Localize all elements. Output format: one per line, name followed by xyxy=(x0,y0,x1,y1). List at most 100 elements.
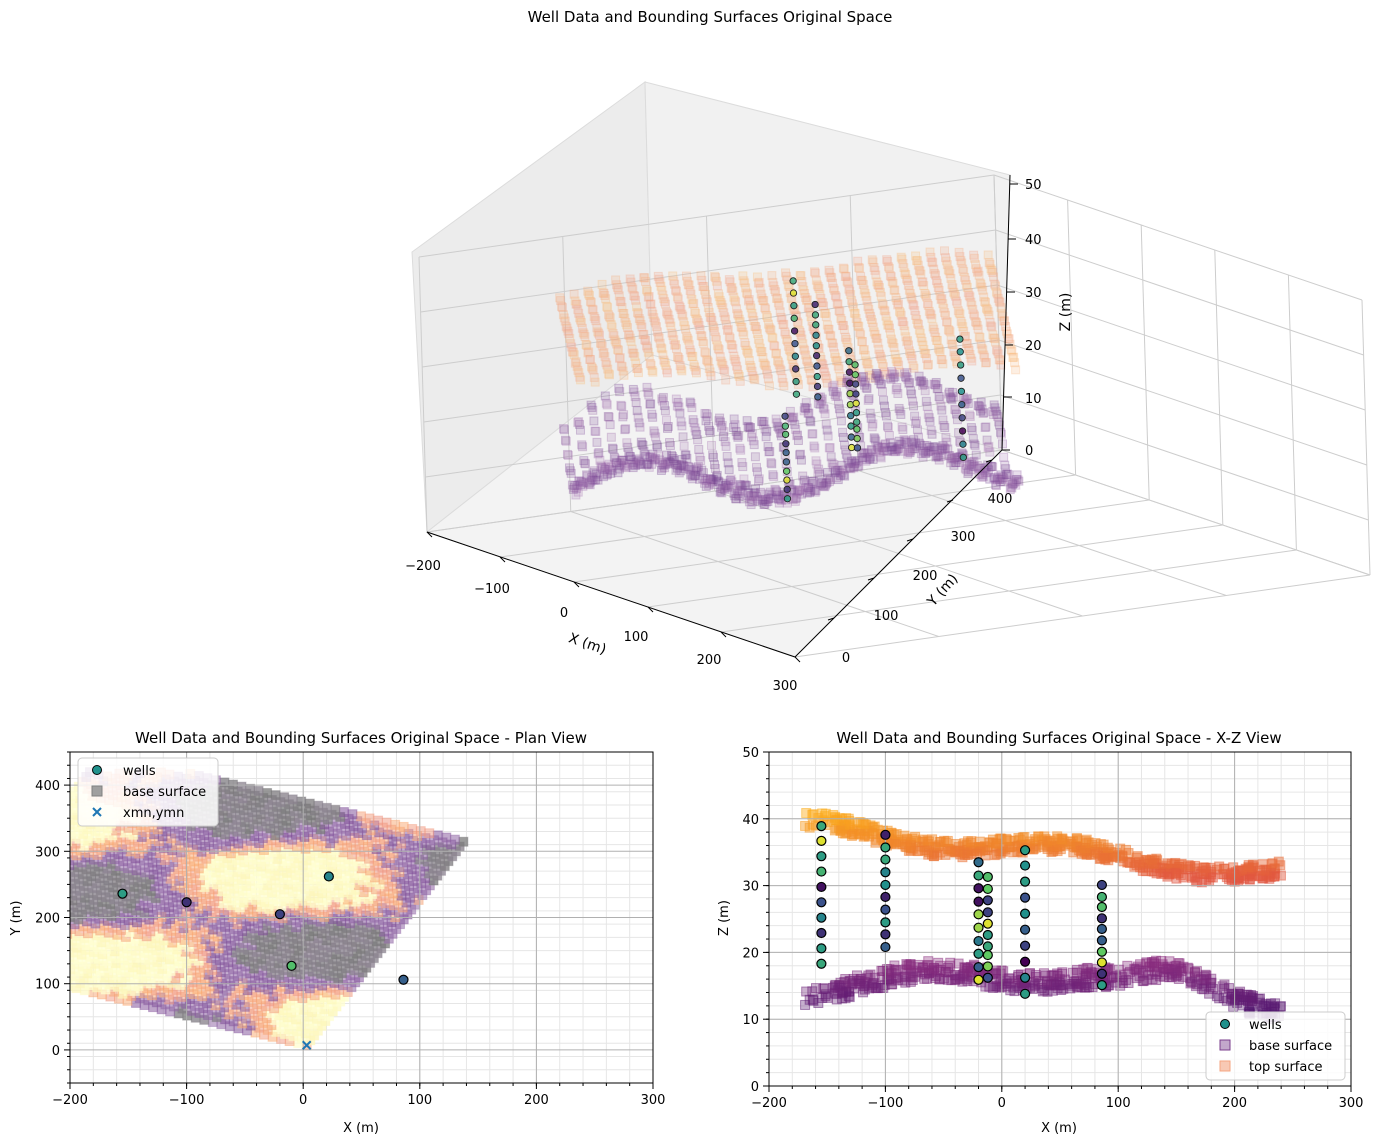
3d-base-surface-point xyxy=(647,453,657,463)
3d-top-surface-point xyxy=(887,276,897,286)
3d-top-surface-point xyxy=(704,307,714,317)
xz-top-surface-point xyxy=(1037,839,1048,850)
plan-surface-point xyxy=(270,790,281,801)
3d-top-surface-point xyxy=(568,347,578,357)
3d-top-surface-point xyxy=(626,277,636,287)
3d-base-surface-point xyxy=(761,432,771,442)
3d-top-surface-point xyxy=(957,319,967,329)
3d-base-surface-point xyxy=(672,460,682,470)
3d-top-surface-point xyxy=(837,378,847,388)
3d-top-surface-point xyxy=(898,317,908,327)
3d-base-surface-point xyxy=(560,435,570,445)
3d-top-surface-point xyxy=(662,368,672,378)
3d-base-surface-point xyxy=(894,436,904,446)
3d-xtick-label: 200 xyxy=(697,653,722,668)
3d-top-surface-point xyxy=(671,339,681,349)
3d-well-point xyxy=(783,495,792,503)
3d-well-point xyxy=(792,377,800,386)
3d-top-surface-point xyxy=(557,303,567,313)
3d-top-surface-point xyxy=(981,303,991,313)
xz-well-point xyxy=(982,941,993,952)
3d-top-surface-point xyxy=(949,287,959,297)
plan-surface-point xyxy=(70,864,71,875)
plan-surface-point xyxy=(70,917,72,928)
3d-base-surface-point xyxy=(629,387,639,397)
3d-base-surface-point xyxy=(923,447,933,457)
3d-base-surface-point xyxy=(743,491,753,501)
3d-well-point xyxy=(812,351,821,360)
xz-well-point xyxy=(1096,957,1108,968)
3d-base-surface-point xyxy=(934,455,944,465)
3d-top-surface-point xyxy=(665,318,675,328)
3d-base-surface-point xyxy=(643,387,653,397)
xz-well-point xyxy=(1096,923,1108,935)
3d-base-surface-point xyxy=(735,480,745,490)
xz-well-point xyxy=(1019,908,1031,919)
3d-top-surface-point xyxy=(874,280,884,290)
xz-base-surface-point xyxy=(1001,978,1012,989)
3d-base-surface-point xyxy=(930,380,940,390)
3d-top-surface-point xyxy=(657,285,667,295)
3d-top-surface-point xyxy=(744,355,754,365)
3d-well-point xyxy=(783,485,791,494)
3d-base-surface-point xyxy=(739,474,749,484)
xz-well-point xyxy=(880,941,891,953)
xz-base-surface-point xyxy=(1207,983,1218,994)
3d-base-surface-point xyxy=(745,423,755,433)
3d-base-surface-point xyxy=(950,458,960,468)
3d-top-surface-point xyxy=(962,338,972,348)
3d-base-surface-point xyxy=(906,446,916,456)
xz-top-surface-point xyxy=(1275,870,1286,881)
3d-top-surface-point xyxy=(820,308,830,318)
3d-base-surface-point xyxy=(762,495,772,505)
3d-top-surface-point xyxy=(753,278,763,288)
3d-top-surface-point xyxy=(950,351,960,361)
3d-base-surface-point xyxy=(832,473,842,483)
3d-top-surface-point xyxy=(830,290,840,300)
3d-top-surface-point xyxy=(602,301,612,311)
3d-top-surface-point xyxy=(670,340,680,350)
3d-top-surface-point xyxy=(605,313,615,323)
3d-base-surface-point xyxy=(922,440,932,450)
3d-top-surface-point xyxy=(617,302,627,312)
3d-top-surface-point xyxy=(781,268,791,278)
plan-surface-point xyxy=(407,824,418,835)
3d-top-surface-point xyxy=(813,282,823,292)
3d-base-surface-point xyxy=(828,386,838,396)
3d-base-surface-point xyxy=(753,496,763,506)
3d-base-surface-point xyxy=(710,460,720,470)
3d-top-surface-point xyxy=(994,355,1004,365)
3d-base-surface-point xyxy=(1006,482,1016,492)
3d-top-surface-point xyxy=(913,318,923,328)
xz-well-point xyxy=(982,949,993,961)
3d-top-surface-point xyxy=(676,364,686,374)
3d-top-surface-point xyxy=(836,376,846,386)
3d-top-surface-point xyxy=(933,282,943,292)
3d-top-surface-point xyxy=(566,339,576,349)
xz-base-surface-point xyxy=(1259,1000,1270,1011)
3d-base-surface-point xyxy=(634,418,644,428)
3d-top-surface-point xyxy=(929,264,939,274)
3d-base-surface-point xyxy=(830,468,840,478)
3d-top-surface-point xyxy=(860,288,870,298)
3d-top-surface-point xyxy=(720,312,730,322)
3d-top-surface-point xyxy=(973,324,983,334)
3d-base-surface-point xyxy=(719,427,729,437)
plan-surface-point xyxy=(296,796,307,807)
3d-base-surface-point xyxy=(991,406,1001,416)
3d-top-surface-point xyxy=(916,333,926,343)
3d-base-surface-point xyxy=(1001,464,1011,474)
3d-top-surface-point xyxy=(959,266,969,276)
3d-top-surface-point xyxy=(684,340,694,350)
3d-base-surface-point xyxy=(622,438,632,448)
3d-base-surface-point xyxy=(834,399,844,409)
3d-top-surface-point xyxy=(600,352,610,362)
3d-top-surface-point xyxy=(929,324,939,334)
3d-top-surface-point xyxy=(660,297,670,307)
3d-top-surface-point xyxy=(597,341,607,351)
3d-base-surface-point xyxy=(716,422,726,432)
3d-base-surface-point xyxy=(962,460,972,470)
xz-well-point xyxy=(1096,968,1108,979)
3d-base-surface-point xyxy=(870,434,880,444)
3d-well-points xyxy=(781,277,967,503)
